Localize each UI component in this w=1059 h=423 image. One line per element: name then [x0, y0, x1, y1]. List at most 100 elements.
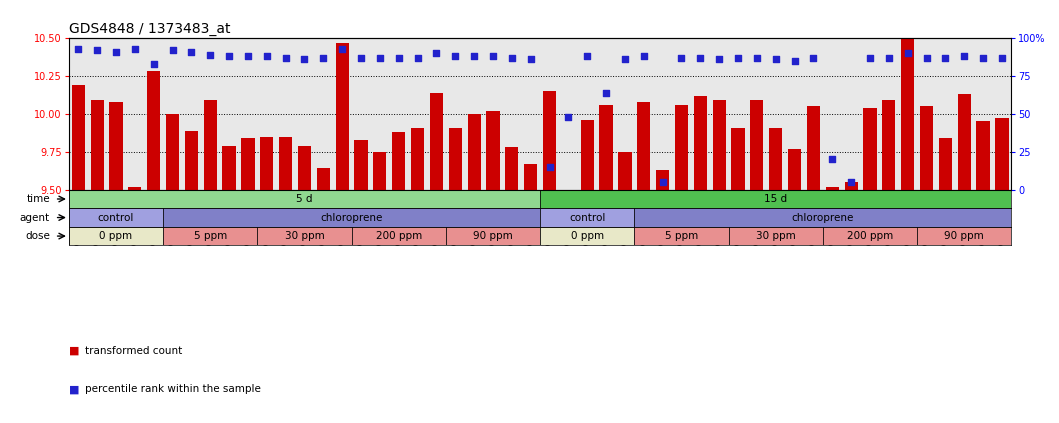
Bar [69, 227, 163, 245]
Bar [729, 227, 823, 245]
Text: dose: dose [25, 231, 50, 241]
Bar [222, 146, 236, 190]
Point [805, 55, 822, 61]
Point [918, 55, 935, 61]
Bar [241, 138, 254, 190]
Bar [298, 146, 311, 190]
Point [711, 56, 728, 63]
Point [126, 45, 143, 52]
Text: time: time [26, 194, 50, 204]
Point [880, 55, 897, 61]
Point [353, 55, 370, 61]
Point [503, 55, 520, 61]
Bar [938, 138, 952, 190]
Point [597, 89, 614, 96]
Point [560, 113, 577, 120]
Point [767, 56, 784, 63]
Text: percentile rank within the sample: percentile rank within the sample [85, 384, 261, 394]
Bar [561, 190, 575, 196]
Bar [769, 128, 783, 190]
Bar [430, 93, 443, 190]
Text: 90 ppm: 90 ppm [473, 231, 513, 241]
Point [447, 53, 464, 60]
Bar [109, 102, 123, 190]
Point [541, 164, 558, 170]
Point [692, 55, 708, 61]
Bar [901, 5, 914, 190]
Bar [599, 105, 613, 190]
Point [824, 156, 841, 163]
Bar [449, 128, 462, 190]
Bar [166, 114, 179, 190]
Bar [486, 111, 500, 190]
Bar [656, 170, 669, 190]
Point [993, 55, 1010, 61]
Point [239, 53, 256, 60]
Point [654, 179, 671, 186]
Text: control: control [97, 212, 134, 222]
Point [315, 55, 331, 61]
Point [295, 56, 313, 63]
Bar [580, 120, 594, 190]
Text: 5 d: 5 d [297, 194, 312, 204]
Bar [540, 190, 1011, 208]
Bar [618, 152, 631, 190]
Bar [336, 43, 348, 190]
Text: GDS4848 / 1373483_at: GDS4848 / 1373483_at [69, 22, 231, 36]
Text: 30 ppm: 30 ppm [285, 231, 324, 241]
Bar [69, 208, 163, 227]
Bar [882, 100, 896, 190]
Point [201, 51, 219, 58]
Point [277, 55, 294, 61]
Point [674, 55, 690, 61]
Point [183, 48, 200, 55]
Bar [638, 102, 650, 190]
Point [70, 45, 87, 52]
Text: 0 ppm: 0 ppm [100, 231, 132, 241]
Bar [261, 137, 273, 190]
Bar [823, 227, 917, 245]
Bar [163, 208, 540, 227]
Point [485, 53, 502, 60]
Point [730, 55, 747, 61]
Point [955, 53, 972, 60]
Point [428, 50, 445, 57]
Bar [184, 131, 198, 190]
Bar [163, 227, 257, 245]
Text: transformed count: transformed count [85, 346, 182, 356]
Point [578, 53, 595, 60]
Bar [355, 140, 367, 190]
Bar [373, 152, 387, 190]
Text: 30 ppm: 30 ppm [756, 231, 795, 241]
Point [786, 58, 803, 64]
Bar [72, 85, 85, 190]
Bar [976, 121, 990, 190]
Bar [826, 187, 839, 190]
Bar [675, 105, 688, 190]
Bar [317, 168, 330, 190]
Bar [90, 100, 104, 190]
Bar [540, 227, 634, 245]
Bar [524, 164, 537, 190]
Text: agent: agent [20, 212, 50, 222]
Point [220, 53, 237, 60]
Bar [713, 100, 725, 190]
Text: 15 d: 15 d [765, 194, 787, 204]
Point [635, 53, 652, 60]
Bar [957, 94, 971, 190]
Text: 90 ppm: 90 ppm [945, 231, 984, 241]
Point [522, 56, 539, 63]
Point [409, 55, 426, 61]
Text: 200 ppm: 200 ppm [847, 231, 893, 241]
Bar [634, 208, 1011, 227]
Bar [392, 132, 406, 190]
Bar [807, 106, 820, 190]
Point [466, 53, 483, 60]
Bar [203, 100, 217, 190]
Point [108, 48, 125, 55]
Bar [634, 227, 729, 245]
Bar [540, 208, 634, 227]
Bar [279, 137, 292, 190]
Point [89, 47, 106, 54]
Bar [750, 100, 764, 190]
